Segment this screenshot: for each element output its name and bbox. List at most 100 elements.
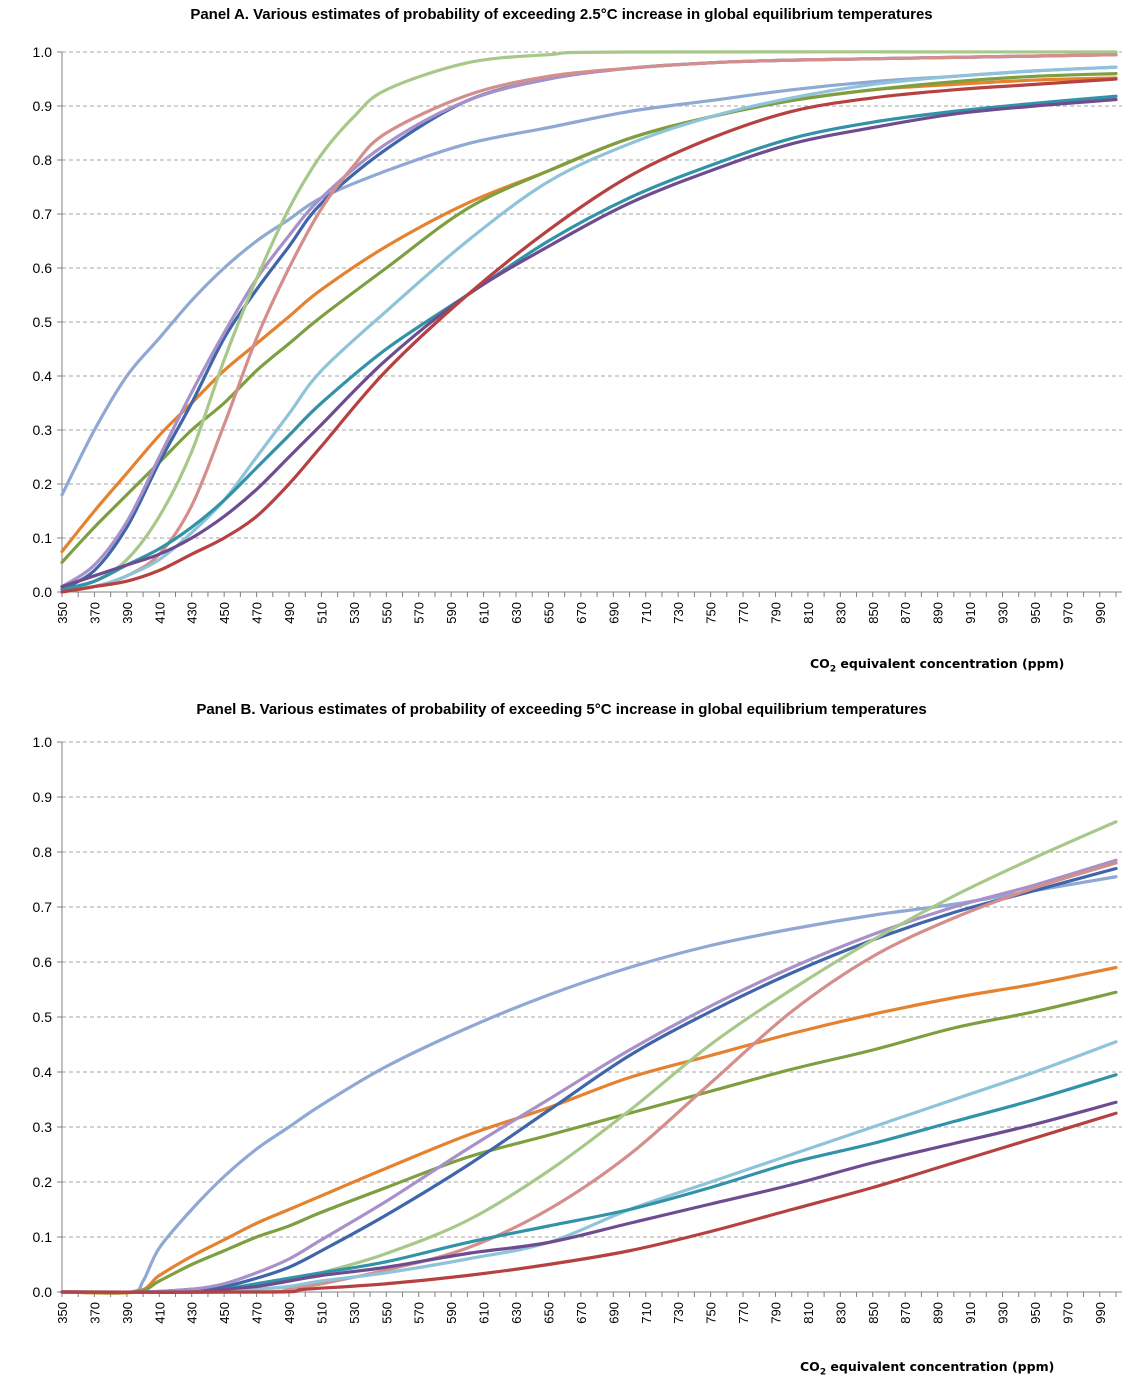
x-tick-label: 870 [898, 602, 913, 624]
x-tick-label: 810 [801, 602, 816, 624]
x-tick-label: 990 [1093, 602, 1108, 624]
panel-b-x-axis-label: CO2 equivalent concentration (ppm) [800, 1359, 1054, 1378]
x-tick-label: 390 [120, 1302, 135, 1324]
x-tick-label: 550 [379, 1302, 394, 1324]
series-line-2 [60, 76, 1118, 554]
x-tick-label: 470 [250, 1302, 265, 1324]
panel-a-title: Panel A. Various estimates of probabilit… [190, 6, 933, 23]
y-tick-label: 0.7 [33, 206, 53, 222]
x-tick-label: 870 [898, 1302, 913, 1324]
x-label-main: CO [800, 1359, 820, 1374]
x-tick-label: 650 [541, 1302, 556, 1324]
y-tick-label: 0.4 [33, 1064, 53, 1080]
x-tick-label: 950 [1028, 602, 1043, 624]
series-line-4 [60, 866, 1118, 1294]
x-tick-label: 890 [931, 1302, 946, 1324]
x-tick-label: 950 [1028, 1302, 1043, 1324]
x-tick-label: 390 [120, 602, 135, 624]
series-line-8 [60, 65, 1118, 591]
x-tick-label: 450 [217, 602, 232, 624]
y-tick-label: 0.1 [33, 530, 53, 546]
y-tick-label: 0.7 [33, 899, 53, 915]
series-line-6 [60, 50, 1118, 594]
y-tick-label: 0.0 [33, 1284, 53, 1300]
x-tick-label: 410 [152, 602, 167, 624]
x-tick-label: 910 [963, 602, 978, 624]
x-tick-label: 370 [87, 1302, 102, 1324]
x-tick-label: 610 [477, 1302, 492, 1324]
series-line-7 [60, 861, 1118, 1294]
x-tick-label: 810 [801, 1302, 816, 1324]
x-tick-label: 350 [55, 1302, 70, 1324]
x-tick-label: 710 [639, 602, 654, 624]
x-tick-label: 930 [995, 1302, 1010, 1324]
x-tick-label: 730 [671, 1302, 686, 1324]
series-line-3 [60, 990, 1118, 1295]
panel-a-x-axis-label: CO2 equivalent concentration (ppm) [810, 656, 1064, 675]
x-tick-label: 750 [704, 602, 719, 624]
y-tick-label: 0.6 [33, 260, 53, 276]
x-tick-label: 790 [768, 602, 783, 624]
series-line-7 [60, 53, 1118, 594]
x-tick-label: 530 [347, 602, 362, 624]
x-tick-label: 830 [833, 1302, 848, 1324]
x-tick-label: 970 [1060, 1302, 1075, 1324]
x-tick-label: 710 [639, 1302, 654, 1324]
panel-b-plot: 0.0 0.1 0.2 0.3 0.4 0.5 0.6 0.7 0.8 0.9 1.0 350 370 3… [33, 734, 1122, 1324]
x-tick-label: 970 [1060, 602, 1075, 624]
x-tick-label: 530 [347, 1302, 362, 1324]
x-tick-label: 410 [152, 1302, 167, 1324]
x-tick-label: 830 [833, 602, 848, 624]
x-tick-label: 430 [185, 1302, 200, 1324]
y-tick-label: 0.3 [33, 422, 53, 438]
x-tick-label: 990 [1093, 1302, 1108, 1324]
y-tick-label: 0.9 [33, 789, 53, 805]
series-line-8 [60, 1040, 1118, 1294]
y-tick-label: 0.0 [33, 584, 53, 600]
x-tick-label: 350 [55, 602, 70, 624]
series-line-10 [60, 1100, 1118, 1294]
x-tick-label: 550 [379, 602, 394, 624]
y-tick-label: 0.4 [33, 368, 53, 384]
x-tick-label: 570 [412, 602, 427, 624]
x-tick-label: 730 [671, 602, 686, 624]
x-tick-label: 490 [282, 1302, 297, 1324]
x-tick-label: 590 [444, 602, 459, 624]
x-tick-label: 630 [509, 1302, 524, 1324]
y-tick-label: 1.0 [33, 734, 53, 750]
x-tick-label: 630 [509, 602, 524, 624]
y-tick-label: 0.5 [33, 1009, 53, 1025]
x-tick-label: 890 [931, 602, 946, 624]
x-tick-label: 770 [736, 1302, 751, 1324]
panel-b-title: Panel B. Various estimates of probabilit… [196, 701, 927, 718]
x-tick-label: 650 [541, 602, 556, 624]
y-tick-label: 0.8 [33, 152, 53, 168]
panel-a-plot: 0.0 0.1 0.2 0.3 0.4 0.5 0.6 0.7 0.8 0.9 1.0 350 370 3… [33, 44, 1122, 624]
x-tick-label: 850 [866, 1302, 881, 1324]
x-tick-label: 510 [314, 602, 329, 624]
x-label-main: CO [810, 656, 830, 671]
x-tick-label: 770 [736, 602, 751, 624]
y-tick-label: 0.2 [33, 476, 53, 492]
x-tick-label: 430 [185, 602, 200, 624]
panel-a-chart: Panel A. Various estimates of probabilit… [0, 0, 1123, 690]
x-tick-label: 370 [87, 602, 102, 624]
series-line-10 [60, 97, 1118, 589]
y-tick-label: 0.8 [33, 844, 53, 860]
x-tick-label: 690 [606, 1302, 621, 1324]
x-label-rest: equivalent concentration (ppm) [826, 1359, 1055, 1374]
x-label-subscript: 2 [819, 1367, 827, 1378]
series-line-1 [60, 875, 1118, 1295]
x-tick-label: 570 [412, 1302, 427, 1324]
series-line-11 [60, 1111, 1118, 1294]
x-tick-label: 750 [704, 1302, 719, 1324]
x-tick-label: 910 [963, 1302, 978, 1324]
series-line-6 [60, 820, 1118, 1295]
series-line-11 [60, 77, 1118, 594]
y-tick-label: 0.2 [33, 1174, 53, 1190]
series-line-2 [60, 965, 1118, 1295]
x-tick-label: 610 [477, 602, 492, 624]
x-label-subscript: 2 [829, 664, 837, 675]
x-tick-label: 690 [606, 602, 621, 624]
x-tick-label: 470 [250, 602, 265, 624]
